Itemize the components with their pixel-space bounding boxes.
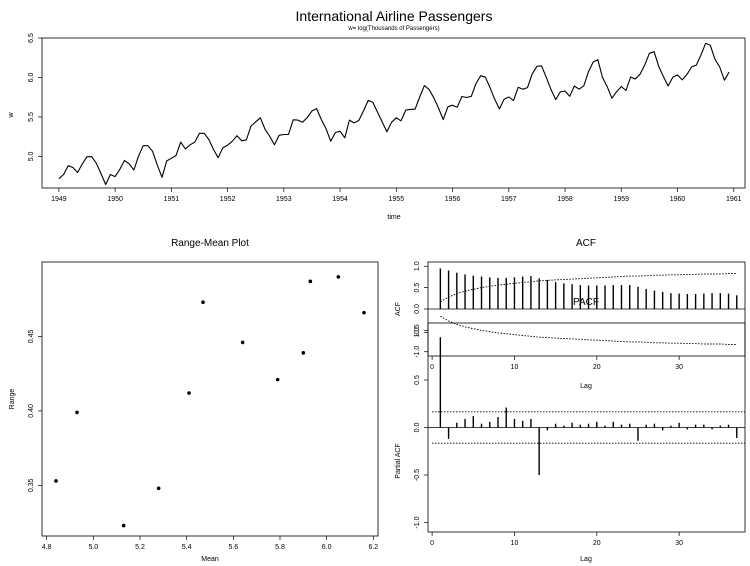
ts-y-tick-label: 6.0 — [28, 73, 35, 83]
pacf-x-tick-label: 30 — [675, 540, 683, 547]
ts-x-axis-label: time — [387, 214, 400, 221]
rm-x-tick-label: 4.8 — [42, 544, 52, 551]
time-series-panel: 1949 1950 1951 1952 1953 1954 1955 1956 1957 1958… — [8, 33, 746, 221]
acf-y-tick-label: 0.0 — [414, 304, 421, 314]
acf-y-tick-label: -1.0 — [414, 346, 421, 358]
rm-x-tick-label: 5.8 — [275, 544, 285, 551]
pacf-y-tick-label: 0.0 — [414, 423, 421, 433]
ts-x-tick-label: 1956 — [445, 196, 461, 203]
pacf-y-axis-label: Partial ACF — [395, 443, 402, 478]
acf-x-tick-label: 10 — [511, 364, 519, 371]
ts-x-tick-label: 1955 — [389, 196, 405, 203]
ts-x-tick-label: 1951 — [164, 196, 180, 203]
acf-y-axis-label: ACF — [395, 302, 402, 316]
pacf-x-axis-label: Lag — [580, 556, 592, 563]
ts-x-tick-label: 1958 — [557, 196, 573, 203]
ts-series-line — [58, 42, 730, 186]
ts-x-tick-label: 1950 — [107, 196, 123, 203]
pacf-x-tick-label: 10 — [511, 540, 519, 547]
rm-x-tick-label: 6.2 — [368, 544, 378, 551]
acf-x-axis-label: Lag — [580, 383, 592, 390]
ts-y-tick-label: 5.0 — [28, 151, 35, 161]
rm-x-tick-label: 5.6 — [228, 544, 238, 551]
ts-plot-frame — [41, 37, 746, 189]
pacf-panel: 0 10 20 30 -1.0 -0.5 0.0 0.5 1.0 PACF Lag Partial A… — [395, 297, 746, 563]
rm-point — [275, 377, 280, 382]
ts-y-axis-label: w — [8, 112, 15, 119]
rm-y-axis-label: Range — [9, 389, 16, 410]
acf-x-tick-label: 20 — [593, 364, 601, 371]
figure-subtitle: w= log(Thousands of Passengers) — [347, 26, 439, 32]
acf-confidence-lower — [440, 315, 737, 345]
ts-x-tick-label: 1952 — [220, 196, 236, 203]
rm-x-tick-label: 5.4 — [182, 544, 192, 551]
rm-x-axis-label: Mean — [201, 556, 219, 563]
pacf-y-tick-label: -1.0 — [414, 516, 421, 528]
acf-panel: 0 10 20 30 -1.0 -0.5 0.0 0.5 1.0 ACF Lag ACF — [395, 238, 746, 390]
rm-y-tick-label: 0.35 — [28, 478, 35, 492]
ts-x-tick-label: 1961 — [726, 196, 742, 203]
ts-x-tick-label: 1957 — [501, 196, 517, 203]
rm-title: Range-Mean Plot — [171, 238, 249, 249]
ts-y-tick-label: 5.5 — [28, 112, 35, 122]
rm-point — [156, 486, 161, 491]
rm-point — [187, 391, 191, 395]
rm-point — [75, 410, 79, 415]
acf-title: ACF — [576, 238, 596, 249]
rm-point — [308, 279, 313, 284]
acf-x-tick-label: 30 — [675, 364, 683, 371]
pacf-y-tick-label: 1.0 — [414, 328, 421, 338]
acf-y-tick-label: -0.5 — [414, 324, 421, 336]
acf-confidence-upper — [440, 273, 737, 303]
rm-y-tick-label: 0.45 — [28, 330, 35, 344]
pacf-x-tick-label: 20 — [593, 540, 601, 547]
ts-x-tick-label: 1949 — [51, 196, 67, 203]
pacf-y-tick-label: -0.5 — [414, 469, 421, 481]
acf-y-tick-label: 1.0 — [414, 261, 421, 271]
ts-x-tick-label: 1953 — [276, 196, 292, 203]
figure-title: International Airline Passengers — [296, 8, 493, 24]
rm-point — [362, 310, 366, 315]
rm-x-tick-label: 5.2 — [135, 544, 145, 551]
rm-point — [54, 479, 58, 483]
rm-point — [201, 300, 205, 305]
ts-y-tick-label: 6.5 — [28, 33, 35, 43]
ts-x-tick-label: 1960 — [670, 196, 686, 203]
rm-y-tick-label: 0.40 — [28, 404, 35, 418]
pacf-title: PACF — [573, 297, 599, 308]
rm-point — [121, 523, 126, 528]
acf-x-tick-label: 0 — [430, 364, 434, 371]
rm-point — [301, 351, 306, 355]
ts-x-tick-label: 1959 — [613, 196, 629, 203]
rm-point — [240, 340, 245, 345]
ts-x-tick-label: 1954 — [332, 196, 348, 203]
pacf-y-tick-label: 0.5 — [414, 375, 421, 385]
acf-y-tick-label: 0.5 — [414, 283, 421, 293]
rm-plot-frame — [41, 261, 379, 537]
range-mean-panel: 4.8 5.0 5.2 5.4 5.6 5.8 6.0 6.2 0.35 0.40 0.45 Rang… — [9, 238, 379, 563]
rm-point — [336, 275, 341, 279]
rm-x-tick-label: 6.0 — [322, 544, 332, 551]
rm-x-tick-label: 5.0 — [88, 544, 98, 551]
pacf-x-tick-label: 0 — [430, 540, 434, 547]
